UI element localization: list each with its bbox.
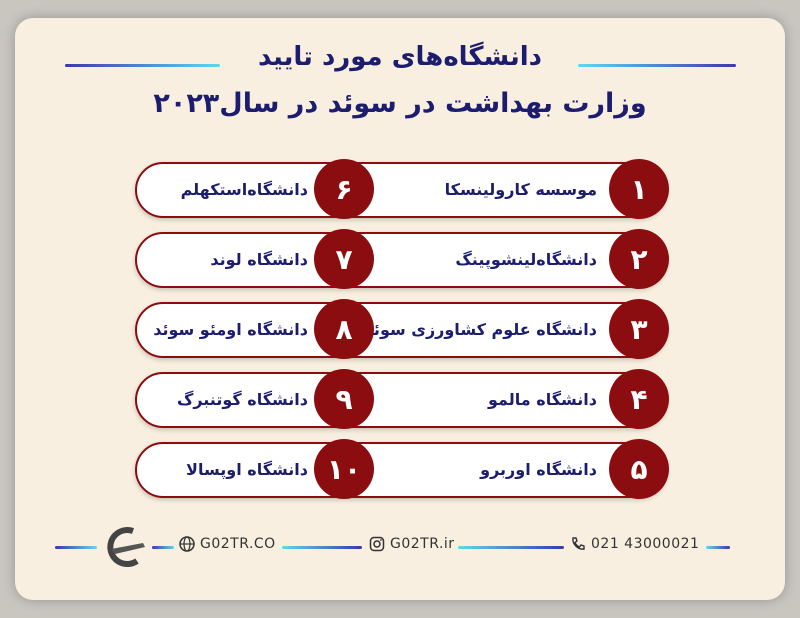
divider (55, 546, 97, 549)
website[interactable]: G02TR.CO (179, 536, 276, 552)
university-name: دانشگاه گوتنبرگ (176, 390, 308, 409)
title-line-2: وزارت بهداشت در سوئد در سال۲۰۲۳ (153, 88, 647, 119)
university-name: دانشگاه مالمو (488, 390, 597, 409)
divider (152, 546, 174, 549)
title-line-1: دانشگاه‌های مورد تایید (257, 42, 543, 72)
university-row: ۳ دانشگاه علوم کشاورزی سوئد ۸ دانشگاه او… (135, 299, 669, 359)
rank-badge: ۱۰ (314, 439, 374, 499)
phone[interactable]: 021 43000021 (570, 536, 699, 552)
university-name: دانشگاه اوپسالا (186, 460, 308, 479)
logo-plane-icon (107, 527, 145, 567)
rank-badge: ۹ (314, 369, 374, 429)
instagram[interactable]: G02TR.ir (369, 536, 455, 552)
rank-badge: ۸ (314, 299, 374, 359)
phone-text: 021 43000021 (591, 536, 700, 552)
instagram-text: G02TR.ir (390, 536, 455, 552)
instagram-icon (369, 536, 385, 552)
rank-badge: ۶ (314, 159, 374, 219)
website-text: G02TR.CO (200, 536, 276, 552)
globe-icon (179, 536, 195, 552)
university-name: دانشگاه اوربرو (480, 460, 597, 479)
rank-badge: ۵ (609, 439, 669, 499)
university-name: دانشگاه لوند (210, 250, 308, 269)
university-name: دانشگاه‌استکهلم (180, 180, 308, 199)
rank-badge: ۳ (609, 299, 669, 359)
rank-badge: ۲ (609, 229, 669, 289)
divider (458, 546, 564, 549)
university-row: ۵ دانشگاه اوربرو ۱۰ دانشگاه اوپسالا (135, 439, 669, 499)
phone-icon (572, 537, 585, 550)
divider (65, 64, 220, 67)
university-row: ۱ موسسه کارولینسکا ۶ دانشگاه‌استکهلم (135, 159, 669, 219)
university-name: دانشگاه‌لینشوپینگ (455, 250, 597, 269)
university-name: دانشگاه اومئو سوئد (153, 320, 308, 339)
divider (578, 64, 736, 67)
rank-badge: ۴ (609, 369, 669, 429)
university-row: ۲ دانشگاه‌لینشوپینگ ۷ دانشگاه لوند (135, 229, 669, 289)
divider (706, 546, 730, 549)
rank-badge: ۱ (609, 159, 669, 219)
university-name: موسسه کارولینسکا (444, 180, 597, 199)
university-row: ۴ دانشگاه مالمو ۹ دانشگاه گوتنبرگ (135, 369, 669, 429)
divider (282, 546, 362, 549)
rank-badge: ۷ (314, 229, 374, 289)
university-name: دانشگاه علوم کشاورزی سوئد (364, 320, 597, 339)
